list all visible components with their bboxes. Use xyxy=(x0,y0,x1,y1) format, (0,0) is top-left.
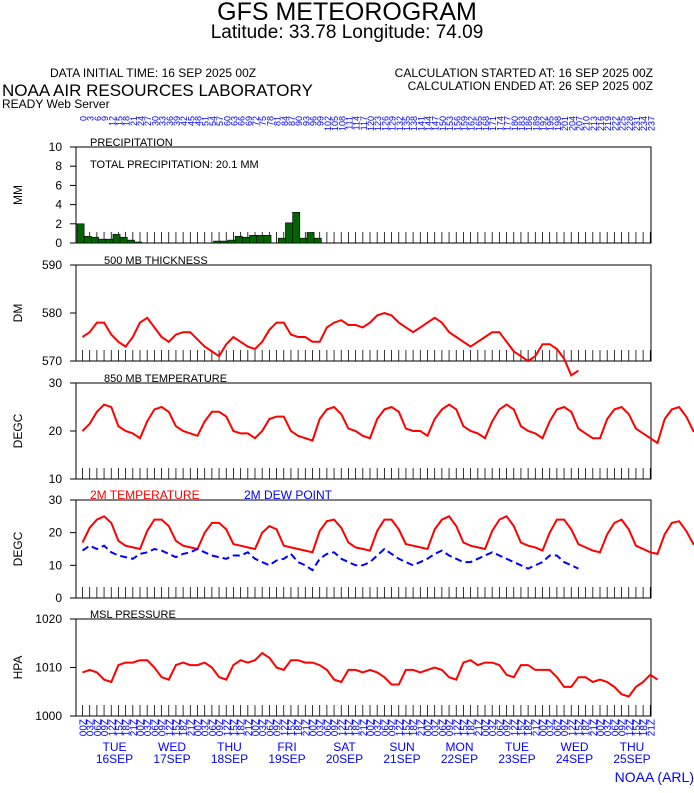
y-tick-label: 590 xyxy=(42,258,62,272)
y-tick-label: 30 xyxy=(49,376,63,390)
precip-bar xyxy=(293,212,300,243)
precip-bar xyxy=(127,240,134,243)
precip-bar xyxy=(228,240,235,243)
y-tick-label: 570 xyxy=(42,354,62,368)
x-hour-label: 21Z xyxy=(646,719,657,736)
precip-bar xyxy=(84,236,91,243)
precip-bar xyxy=(307,232,314,243)
precip-bar xyxy=(264,235,271,243)
panel-label: MSL PRESSURE xyxy=(90,609,176,621)
y-tick-label: 1010 xyxy=(35,661,62,675)
panel-label: 850 MB TEMPERATURE xyxy=(104,373,227,385)
precip-bar xyxy=(285,223,292,243)
precip-bar xyxy=(91,237,98,243)
y-tick-label: 20 xyxy=(49,526,63,540)
forecast-hour-label: 237 xyxy=(646,116,656,131)
series-line xyxy=(83,313,579,375)
y-tick-label: 6 xyxy=(55,178,62,192)
y-tick-label: 20 xyxy=(49,424,63,438)
date-label: 19SEP xyxy=(268,752,305,766)
precip-bar xyxy=(235,236,242,243)
precip-bar xyxy=(278,238,285,243)
date-label: 22SEP xyxy=(441,752,478,766)
date-label: 20SEP xyxy=(326,752,363,766)
date-label: 16SEP xyxy=(96,752,133,766)
panel-frame xyxy=(76,265,651,361)
legend-entry: 2M TEMPERATURE xyxy=(90,488,200,502)
precip-bar xyxy=(135,242,142,243)
y-tick-label: 0 xyxy=(55,236,62,250)
precip-bar xyxy=(257,235,264,243)
y-tick-label: 10 xyxy=(49,472,63,486)
y-tick-label: 4 xyxy=(55,198,62,212)
precip-bar xyxy=(113,234,120,243)
total-precip-annotation: TOTAL PRECIPITATION: 20.1 MM xyxy=(90,159,259,171)
precip-bar xyxy=(99,239,106,243)
dew-point-line xyxy=(83,546,579,571)
precip-bar xyxy=(120,237,127,243)
panel-frame xyxy=(76,383,651,479)
panel-label: 500 MB THICKNESS xyxy=(104,255,208,267)
footer-credit: NOAA (ARL) xyxy=(615,769,694,785)
precip-bar xyxy=(221,241,228,243)
y-tick-label: 2 xyxy=(55,217,62,231)
date-label: 21SEP xyxy=(383,752,420,766)
date-label: 24SEP xyxy=(556,752,593,766)
date-label: 23SEP xyxy=(498,752,535,766)
date-label: 17SEP xyxy=(153,752,190,766)
series-line xyxy=(83,516,694,554)
date-label: 25SEP xyxy=(613,752,650,766)
y-tick-label: 8 xyxy=(55,159,62,173)
y-axis-label: DEGC xyxy=(11,413,25,448)
precip-bar xyxy=(250,235,257,243)
precip-bar xyxy=(106,239,113,243)
y-tick-label: 0 xyxy=(55,591,62,605)
precip-bar xyxy=(242,237,249,243)
legend-entry: 2M DEW POINT xyxy=(244,488,333,502)
panel-frame xyxy=(76,619,651,716)
precip-bar xyxy=(77,224,84,243)
y-tick-label: 10 xyxy=(49,558,63,572)
series-line xyxy=(83,405,694,448)
y-tick-label: 1000 xyxy=(35,709,62,723)
y-tick-label: 30 xyxy=(49,493,63,507)
precip-bar xyxy=(214,241,221,243)
y-tick-label: 580 xyxy=(42,306,62,320)
y-axis-label: HPA xyxy=(11,656,25,680)
precip-bar xyxy=(300,238,307,243)
y-axis-label: DEGC xyxy=(11,531,25,566)
precip-bar xyxy=(314,238,321,243)
y-axis-label: MM xyxy=(11,185,25,205)
y-axis-label: DM xyxy=(11,304,25,323)
date-label: 18SEP xyxy=(211,752,248,766)
y-tick-label: 10 xyxy=(49,140,63,154)
y-tick-label: 1020 xyxy=(35,612,62,626)
panel-label: PRECIPITATION xyxy=(90,137,173,149)
series-line xyxy=(83,653,658,697)
